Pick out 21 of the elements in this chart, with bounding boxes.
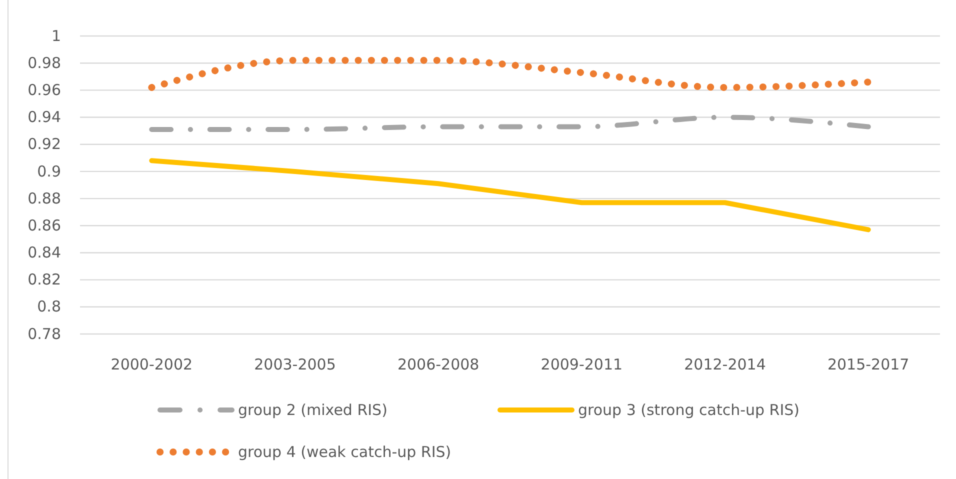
y-tick-label: 0.84	[28, 244, 61, 262]
x-tick-label: 2012-2014	[684, 356, 766, 374]
x-tick-label: 2000-2002	[110, 356, 193, 374]
x-tick-label: 2003-2005	[254, 356, 336, 374]
legend-label: group 3 (strong catch-up RIS)	[578, 401, 800, 419]
y-tick-label: 1	[51, 26, 61, 45]
legend-label: group 4 (weak catch-up RIS)	[238, 443, 452, 461]
x-tick-label: 2009-2011	[540, 356, 623, 374]
x-tick-label: 2006-2008	[397, 356, 480, 374]
y-tick-label: 0.78	[28, 324, 61, 343]
legend-label: group 2 (mixed RIS)	[238, 401, 388, 419]
y-tick-label: 0.88	[28, 189, 61, 208]
y-tick-label: 0.82	[28, 270, 61, 289]
y-tick-label: 0.98	[28, 54, 61, 72]
y-tick-label: 0.86	[28, 216, 61, 234]
x-tick-label: 2015-2017	[827, 356, 910, 374]
y-tick-label: 0.96	[28, 80, 61, 99]
y-tick-label: 0.9	[37, 162, 61, 180]
y-tick-label: 0.92	[28, 135, 61, 154]
y-tick-label: 0.94	[28, 108, 61, 126]
y-tick-label: 0.8	[37, 298, 61, 316]
